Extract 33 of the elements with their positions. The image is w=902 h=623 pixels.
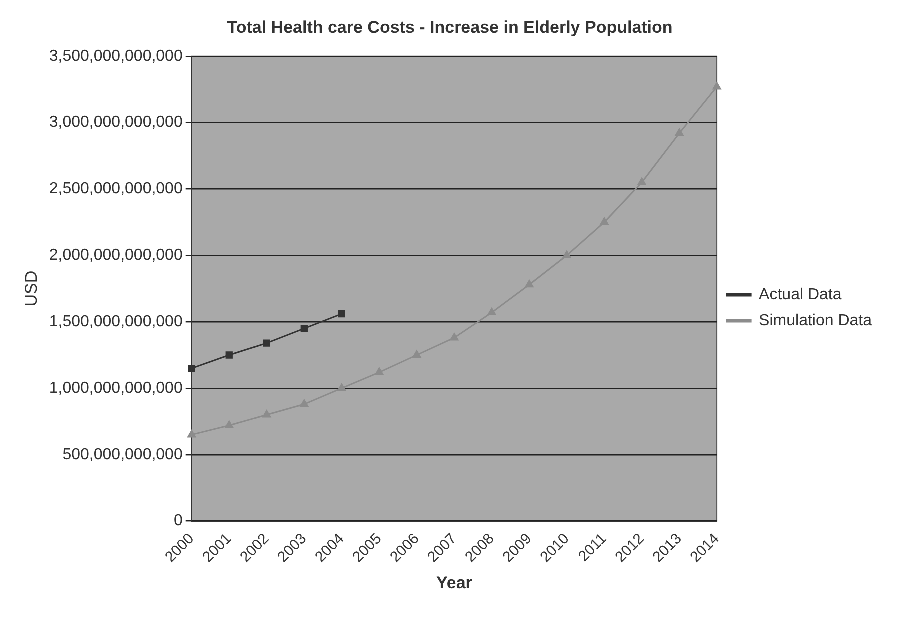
point (675, 128, 684, 136)
point (225, 420, 234, 428)
x-axis-title: Year (436, 573, 473, 592)
point (338, 384, 346, 392)
point (600, 218, 609, 226)
point (638, 178, 646, 186)
y-tick-label: 2,000,000,000,000 (49, 247, 183, 264)
point (262, 410, 272, 418)
y-tick-label: 3,000,000,000,000 (49, 114, 183, 132)
point (488, 308, 496, 316)
point (188, 430, 196, 438)
point (263, 340, 270, 347)
point (300, 325, 308, 332)
point (525, 280, 534, 288)
point (375, 368, 384, 376)
y-tick-label: 2,500,000,000,000 (49, 180, 183, 198)
y-tick-label: 1,500,000,000,000 (49, 313, 183, 330)
y-tick-label: 1,000,000,000,000 (49, 380, 183, 397)
legend-label: Actual Data (759, 286, 842, 304)
point (712, 82, 722, 90)
y-tick-label: 0 (174, 512, 183, 530)
point (226, 352, 233, 359)
legend-label: Simulation Data (759, 312, 872, 330)
y-axis-title: USD (22, 270, 41, 307)
point (188, 364, 196, 372)
point (338, 310, 346, 318)
y-tick-label: 500,000,000,000 (62, 446, 183, 464)
point (562, 250, 572, 258)
point (412, 350, 422, 358)
chart-title: Total Health care Costs - Increase in Elderly Population (227, 18, 673, 37)
y-tick-label: 3,500,000,000,000 (49, 48, 183, 65)
point (450, 333, 459, 341)
point (300, 400, 309, 408)
